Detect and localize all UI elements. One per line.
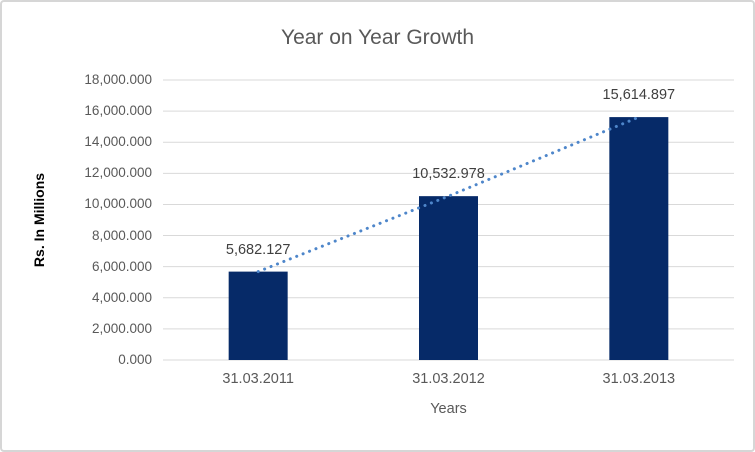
y-axis-title: Rs. In Millions — [31, 172, 47, 268]
y-tick-label: 6,000.000 — [91, 258, 152, 274]
data-label: 5,682.127 — [225, 241, 291, 258]
y-tick-label: 16,000.000 — [84, 103, 152, 119]
y-tick-label: 14,000.000 — [84, 134, 152, 150]
x-category-label: 31.03.2013 — [602, 371, 676, 387]
trendline — [256, 115, 641, 274]
x-category-label: 31.03.2012 — [412, 371, 485, 387]
y-tick-label: 0.000 — [118, 352, 152, 367]
bar-31.03.2012 — [419, 196, 478, 360]
bar-31.03.2013 — [609, 117, 669, 361]
y-tick-label: 4,000.000 — [91, 289, 152, 305]
y-tick-label: 12,000.000 — [84, 165, 152, 181]
chart-title: Year on Year Growth — [280, 26, 475, 49]
data-label: 10,532.978 — [412, 166, 485, 183]
y-tick-label: 2,000.000 — [91, 320, 152, 336]
x-category-label: 31.03.2011 — [222, 371, 294, 387]
x-axis-title: Years — [430, 401, 467, 417]
y-tick-label: 10,000.000 — [84, 196, 152, 212]
bar-31.03.2011 — [228, 271, 288, 360]
y-tick-label: 18,000.000 — [84, 72, 152, 87]
data-label: 15,614.897 — [602, 87, 676, 104]
y-tick-label: 8,000.000 — [91, 227, 152, 243]
